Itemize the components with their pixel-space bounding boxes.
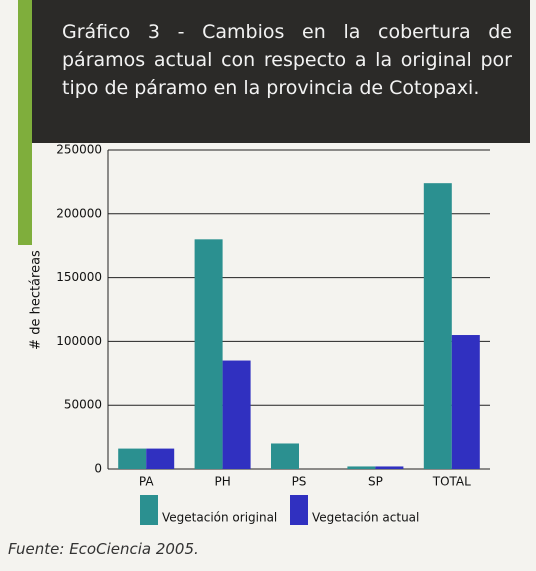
x-tick-label: PH [214,475,230,489]
y-tick-label: 150000 [56,270,102,284]
y-tick-label: 100000 [56,334,102,348]
x-tick-label: PS [292,475,307,489]
bar [347,466,376,469]
chart-title: Gráfico 3 - Cambios en la cobertura de p… [32,0,530,143]
bar [423,183,452,469]
y-tick-label: 200000 [56,206,102,220]
legend-swatch [140,495,158,525]
x-tick-label: SP [368,475,383,489]
bar [146,448,175,469]
bar [194,239,223,469]
source: Fuente: EcoCiencia 2005. [8,540,199,558]
y-tick-label: 250000 [56,143,102,157]
x-tick-label: PA [139,475,154,489]
bar [222,360,251,469]
legend-swatch [290,495,308,525]
legend-label: Vegetación original [162,511,277,525]
bar [451,335,480,469]
y-axis-label: # de hectáreas [29,250,44,350]
bar [271,443,299,469]
accent-bar [18,0,32,245]
x-tick-label: TOTAL [432,475,471,489]
bar [375,466,404,469]
bar [118,448,147,469]
y-tick-label: 0 [94,462,102,476]
legend-label: Vegetación actual [312,511,419,525]
y-tick-label: 50000 [64,398,102,412]
